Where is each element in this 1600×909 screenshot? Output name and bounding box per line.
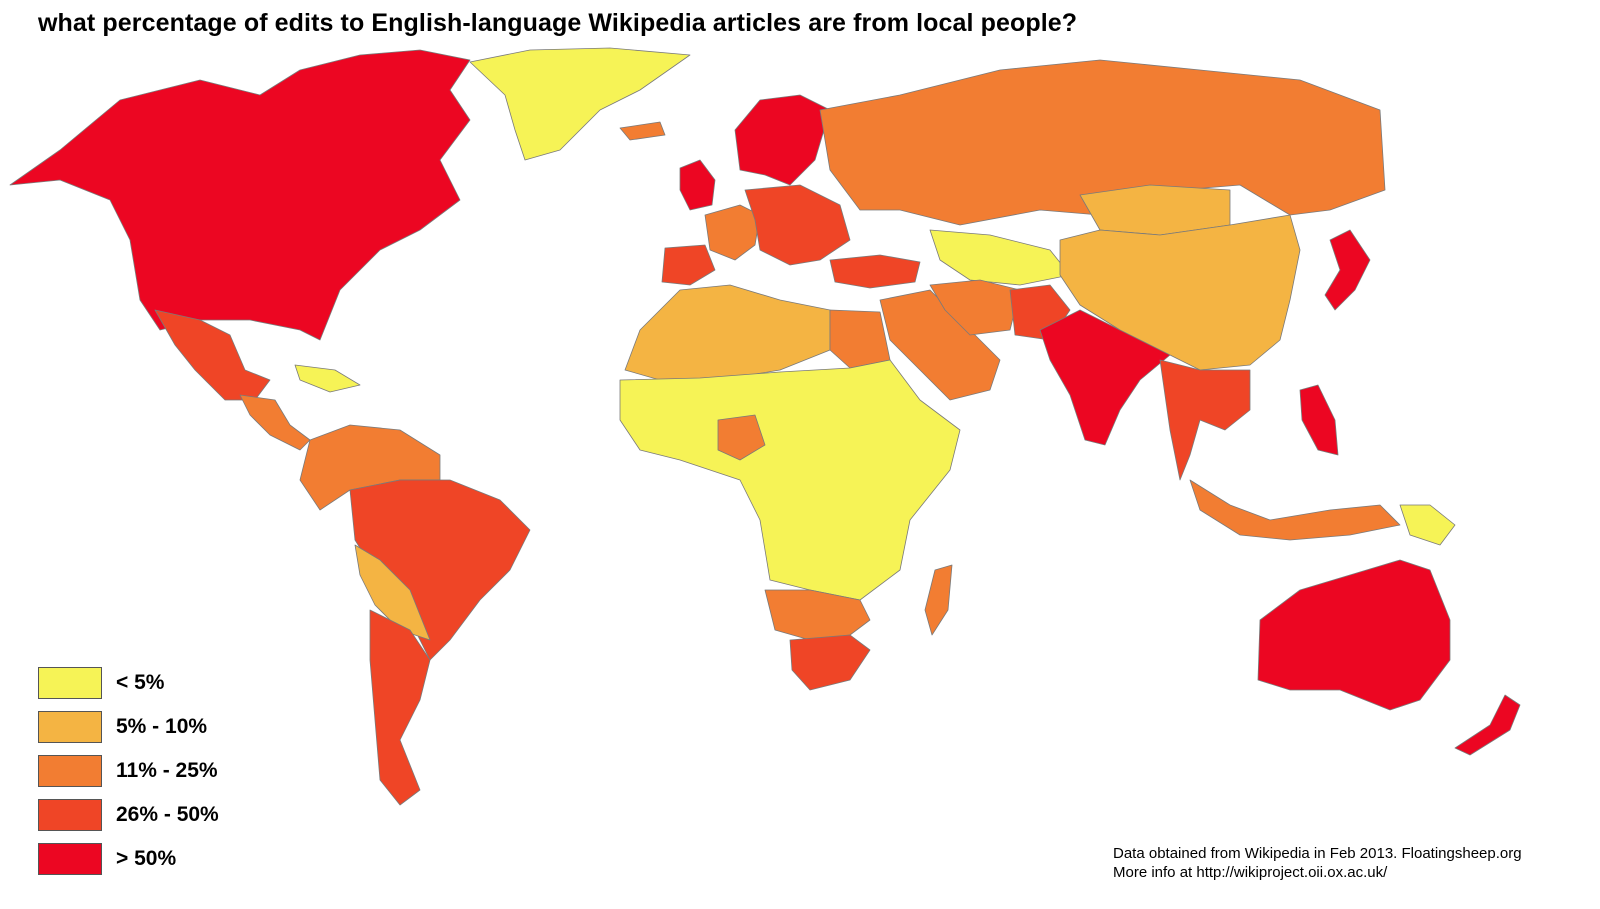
legend-swatch (38, 843, 102, 875)
region-north-america (9, 49, 471, 341)
region-nigeria (717, 414, 766, 461)
region-north-africa (624, 284, 831, 381)
region-mexico (154, 309, 271, 401)
region-uk (679, 159, 716, 211)
region-south-africa (789, 634, 871, 691)
legend-label: 26% - 50% (116, 803, 219, 826)
region-argentina (369, 609, 431, 806)
credits-line-info: More info at http://wikiproject.oii.ox.a… (1113, 864, 1388, 881)
legend-label: > 50% (116, 847, 177, 870)
region-central-europe (744, 184, 851, 266)
data-credits: Data obtained from Wikipedia in Feb 2013… (1113, 844, 1522, 882)
region-india (1039, 309, 1171, 446)
region-philippines (1299, 384, 1339, 456)
region-west-central-africa (619, 359, 961, 601)
region-turkey (829, 254, 921, 289)
legend-item: < 5% (38, 666, 219, 700)
region-iceland (619, 121, 666, 141)
region-iberia (661, 244, 716, 286)
credits-line-source: Data obtained from Wikipedia in Feb 2013… (1113, 845, 1522, 862)
legend-swatch (38, 799, 102, 831)
region-western-europe (704, 204, 761, 261)
legend-item: 26% - 50% (38, 798, 219, 832)
legend-item: > 50% (38, 842, 219, 876)
region-greenland (469, 47, 691, 161)
legend-item: 11% - 25% (38, 754, 219, 788)
region-madagascar (924, 564, 953, 636)
legend-label: 11% - 25% (116, 759, 218, 782)
region-new-zealand (1454, 694, 1521, 756)
region-indonesia (1189, 479, 1401, 541)
region-iran (929, 279, 1021, 336)
map-title: what percentage of edits to English-lang… (38, 9, 1078, 37)
region-mongolia (1079, 184, 1231, 236)
region-china (1059, 214, 1301, 371)
legend-swatch (38, 711, 102, 743)
legend-label: 5% - 10% (116, 715, 208, 738)
legend: < 5% 5% - 10% 11% - 25% 26% - 50% > 50% (38, 666, 219, 886)
region-australia (1257, 559, 1451, 711)
region-southeast-asia (1159, 359, 1251, 481)
region-egypt (829, 309, 891, 369)
region-central-asia (929, 229, 1071, 286)
region-scandinavia (734, 94, 831, 186)
region-southern-africa (764, 589, 871, 641)
legend-swatch (38, 755, 102, 787)
region-papua (1399, 504, 1456, 546)
legend-label: < 5% (116, 671, 165, 694)
region-caribbean (294, 364, 361, 393)
region-bolivia (354, 544, 431, 641)
legend-swatch (38, 667, 102, 699)
legend-item: 5% - 10% (38, 710, 219, 744)
region-central-america (239, 394, 311, 451)
region-japan (1324, 229, 1371, 311)
